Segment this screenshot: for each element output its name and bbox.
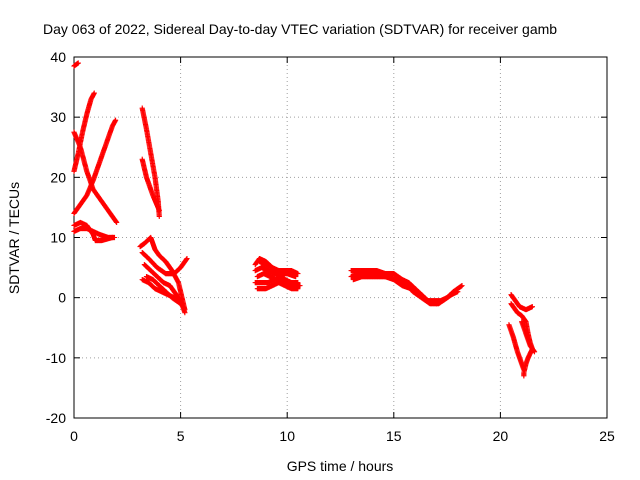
data-point (295, 271, 301, 277)
data-point (529, 304, 535, 310)
y-tick-label: -10 (46, 350, 66, 366)
data-point (178, 301, 184, 307)
data-point (521, 367, 527, 373)
y-axis-label: SDTVAR / TECUs (6, 182, 22, 294)
x-tick-label: 25 (599, 428, 615, 444)
data-point (109, 234, 115, 241)
data-point (75, 60, 81, 66)
data-point (288, 280, 295, 286)
data-point (293, 274, 299, 280)
x-tick-label: 5 (177, 428, 185, 444)
data-point (156, 213, 162, 220)
x-axis-label: GPS time / hours (287, 458, 394, 474)
chart-title: Day 063 of 2022, Sidereal Day-to-day VTE… (43, 21, 557, 37)
y-tick-label: 0 (58, 290, 66, 306)
data-point (453, 289, 459, 295)
data-point (297, 283, 303, 289)
y-tick-label: 20 (50, 169, 66, 185)
x-tick-label: 20 (493, 428, 509, 444)
x-tick-label: 15 (386, 428, 402, 444)
data-point (521, 373, 527, 379)
y-tick-label: -20 (46, 410, 66, 426)
data-point (91, 90, 97, 96)
data-point (112, 117, 119, 123)
y-tick-label: 40 (50, 49, 66, 65)
data-point (531, 349, 538, 355)
y-tick-label: 10 (50, 230, 66, 246)
data-point (114, 219, 120, 226)
data-point (295, 286, 301, 292)
data-points (71, 60, 538, 379)
axis-ticks: 0 5 10 15 20 25 -20 -10 0 10 20 30 40 (46, 49, 615, 444)
data-point (184, 255, 190, 262)
data-point (182, 310, 188, 316)
x-tick-label: 0 (70, 428, 78, 444)
x-tick-label: 10 (279, 428, 295, 444)
y-tick-label: 30 (50, 109, 66, 125)
data-point (459, 283, 465, 289)
